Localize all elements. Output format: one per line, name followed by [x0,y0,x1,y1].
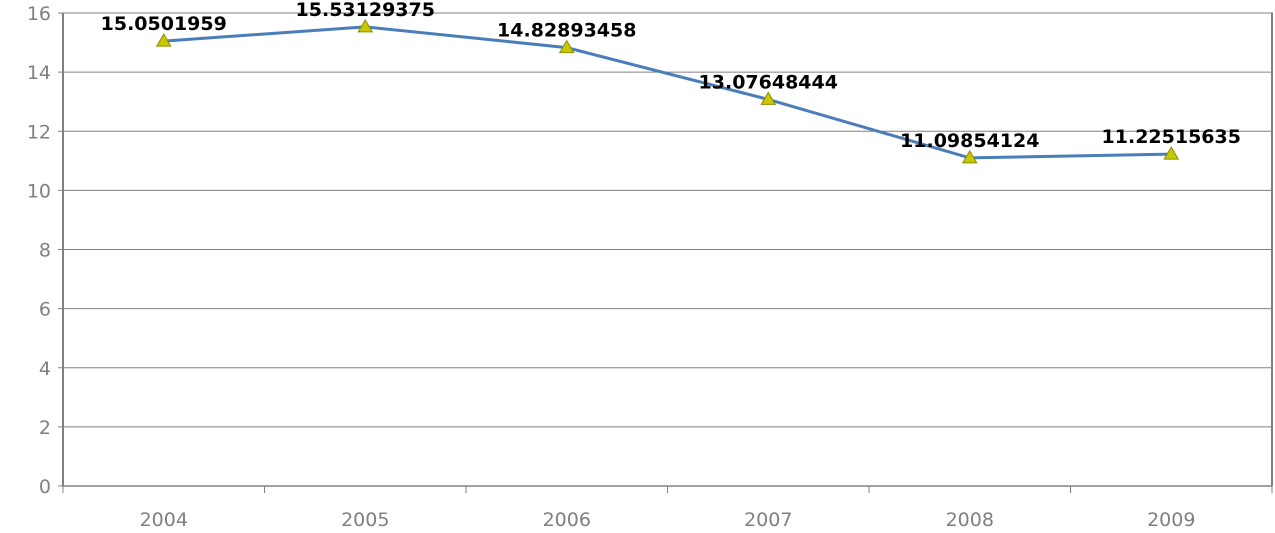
data-point-marker [1163,146,1180,160]
y-tick-label: 4 [39,358,51,380]
y-tick-label: 12 [27,121,51,143]
data-point-marker [760,91,777,105]
data-point-marker [155,33,172,47]
y-tick-label: 8 [39,240,51,262]
x-tick-label: 2004 [140,509,188,531]
series-line [163,25,1172,160]
x-tick-label: 2009 [1147,509,1195,531]
data-label: 15.53129375 [296,0,435,21]
data-label: 11.22515635 [1102,126,1241,148]
data-point-marker [357,18,374,33]
data-label: 14.82893458 [497,20,636,42]
y-tick-label: 10 [27,180,51,202]
y-tick-label: 6 [39,299,51,321]
y-tick-label: 16 [27,3,51,25]
data-label: 13.07648444 [699,71,838,93]
y-axis-tick-labels: 0 2 4 6 8 10 12 14 16 [27,3,51,498]
data-label: 15.0501959 [101,13,227,35]
data-point-marker [558,39,575,54]
y-tick-label: 14 [27,62,51,84]
y-tick-label: 2 [39,417,51,439]
data-point-marker [961,149,978,164]
y-tick-label: 0 [39,476,51,498]
x-tick-label: 2005 [341,509,389,531]
x-tick-label: 2008 [946,509,994,531]
data-label: 11.09854124 [900,130,1039,152]
x-axis: 2004 2005 2006 2007 2008 2009 [62,485,1273,531]
x-tick-label: 2007 [744,509,792,531]
data-labels: 15.0501959 15.53129375 14.82893458 13.07648… [101,0,1241,152]
x-tick-label: 2006 [543,509,591,531]
series-layer [155,18,1180,164]
